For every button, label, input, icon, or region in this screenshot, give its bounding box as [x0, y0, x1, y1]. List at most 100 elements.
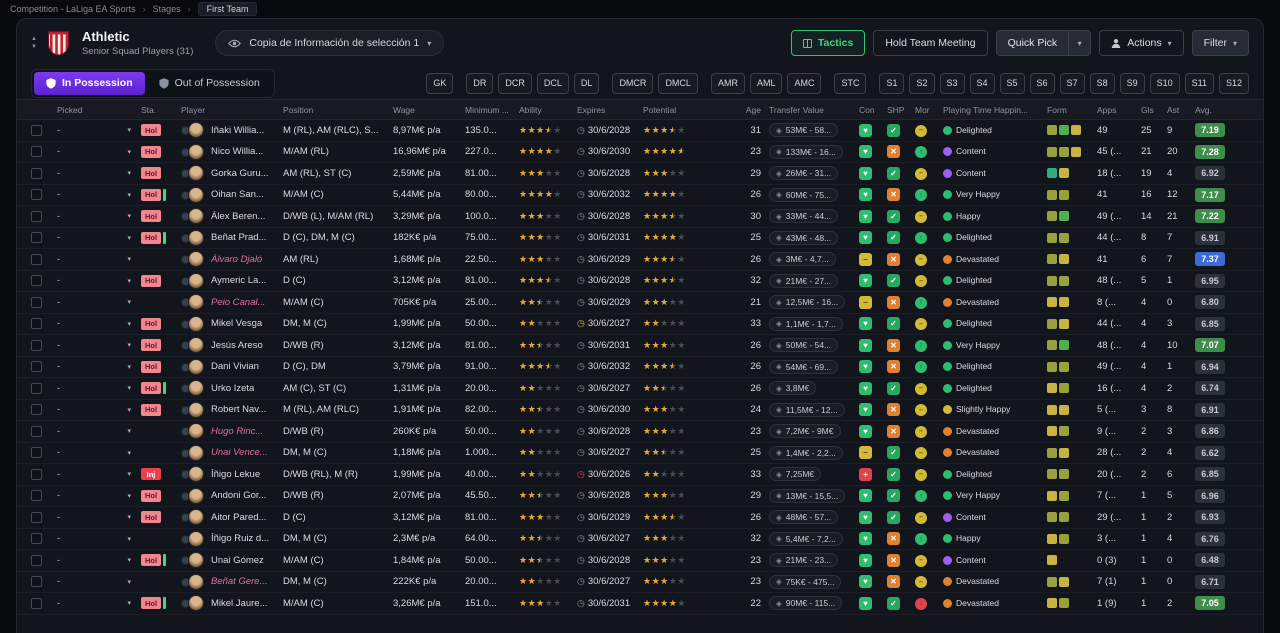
quick-pick-button[interactable]: Quick Pick [997, 31, 1069, 55]
filter-button[interactable]: Filter ▾ [1192, 30, 1249, 56]
position-filter-amr[interactable]: AMR [711, 73, 745, 94]
position-filter-s9[interactable]: S9 [1120, 73, 1145, 94]
row-checkbox[interactable] [31, 211, 42, 222]
player-name[interactable]: Álvaro Djaló [211, 254, 262, 265]
column-header-form[interactable]: Form [1047, 105, 1097, 115]
player-name[interactable]: Beñat Prad... [211, 232, 266, 243]
position-filter-amc[interactable]: AMC [787, 73, 821, 94]
column-header-wage[interactable]: Wage [393, 105, 465, 115]
picked-dropdown[interactable]: -▾ [57, 146, 141, 157]
player-name[interactable]: Andoni Gor... [211, 490, 266, 501]
table-row[interactable]: -▾HolDani VivianD (C), DM3,79M€ p/a91.00… [17, 357, 1263, 379]
column-header-potential[interactable]: Potential [643, 105, 705, 115]
position-filter-s10[interactable]: S10 [1150, 73, 1180, 94]
picked-dropdown[interactable]: -▾ [57, 576, 141, 587]
row-checkbox[interactable] [31, 469, 42, 480]
picked-dropdown[interactable]: -▾ [57, 232, 141, 243]
picked-dropdown[interactable]: -▾ [57, 469, 141, 480]
table-row[interactable]: -▾HolMikel VesgaDM, M (C)1,99M€ p/a50.00… [17, 314, 1263, 336]
table-row[interactable]: -▾HolNico Willia...M/AM (RL)16,96M€ p/a2… [17, 142, 1263, 164]
row-checkbox[interactable] [31, 125, 42, 136]
position-filter-aml[interactable]: AML [750, 73, 783, 94]
position-filter-s2[interactable]: S2 [909, 73, 934, 94]
row-checkbox[interactable] [31, 340, 42, 351]
table-row[interactable]: -▾HolAymeric La...D (C)3,12M€ p/a81.00..… [17, 271, 1263, 293]
picked-dropdown[interactable]: -▾ [57, 447, 141, 458]
table-row[interactable]: -▾HolÁlex Beren...D/WB (L), M/AM (RL)3,2… [17, 206, 1263, 228]
picked-dropdown[interactable]: -▾ [57, 404, 141, 415]
column-header-ability[interactable]: Ability [519, 105, 577, 115]
row-checkbox[interactable] [31, 576, 42, 587]
row-checkbox[interactable] [31, 383, 42, 394]
hold-team-meeting-button[interactable]: Hold Team Meeting [873, 30, 987, 56]
picked-dropdown[interactable]: -▾ [57, 490, 141, 501]
quick-pick-dropdown-toggle[interactable]: ▾ [1068, 31, 1090, 55]
picked-dropdown[interactable]: -▾ [57, 383, 141, 394]
picked-dropdown[interactable]: -▾ [57, 254, 141, 265]
row-checkbox[interactable] [31, 426, 42, 437]
player-name[interactable]: Hugo Rinc... [211, 426, 263, 437]
breadcrumb-item-stages[interactable]: Stages [153, 4, 181, 14]
position-filter-s8[interactable]: S8 [1090, 73, 1115, 94]
table-row[interactable]: -▾Unai Vence...DM, M (C)1,18M€ p/a1.000.… [17, 443, 1263, 465]
player-name[interactable]: Robert Nav... [211, 404, 266, 415]
table-row[interactable]: -▾HolIñaki Willia...M (RL), AM (RLC), S.… [17, 120, 1263, 142]
picked-dropdown[interactable]: -▾ [57, 211, 141, 222]
picked-dropdown[interactable]: -▾ [57, 512, 141, 523]
picked-dropdown[interactable]: -▾ [57, 426, 141, 437]
row-checkbox[interactable] [31, 254, 42, 265]
player-name[interactable]: Unai Vence... [211, 447, 268, 458]
table-row[interactable]: -▾Íñigo Ruiz d...DM, M (C)2,3M€ p/a64.00… [17, 529, 1263, 551]
row-checkbox[interactable] [31, 168, 42, 179]
player-name[interactable]: Mikel Jaure... [211, 598, 268, 609]
position-filter-s7[interactable]: S7 [1060, 73, 1085, 94]
view-selector-dropdown[interactable]: Copia de Información de selección 1 ▾ [215, 30, 444, 56]
position-filter-s4[interactable]: S4 [970, 73, 995, 94]
table-row[interactable]: -▾HolUrko IzetaAM (C), ST (C)1,31M€ p/a2… [17, 378, 1263, 400]
row-checkbox[interactable] [31, 447, 42, 458]
position-filter-dcl[interactable]: DCL [537, 73, 569, 94]
chevron-down-icon[interactable]: ▼ [31, 44, 37, 50]
row-checkbox[interactable] [31, 533, 42, 544]
column-header-con[interactable]: Con [859, 105, 887, 115]
player-name[interactable]: Unai Gómez [211, 555, 264, 566]
picked-dropdown[interactable]: -▾ [57, 297, 141, 308]
column-header-ast[interactable]: Ast [1167, 105, 1195, 115]
player-name[interactable]: Iñaki Willia... [211, 125, 264, 136]
player-name[interactable]: Beñat Gere... [211, 576, 268, 587]
table-row[interactable]: -▾HolJesús AresoD/WB (R)3,12M€ p/a81.00.… [17, 335, 1263, 357]
player-name[interactable]: Oihan San... [211, 189, 264, 200]
picked-dropdown[interactable]: -▾ [57, 318, 141, 329]
player-name[interactable]: Gorka Guru... [211, 168, 269, 179]
column-header-position[interactable]: Position [283, 105, 393, 115]
position-filter-s6[interactable]: S6 [1030, 73, 1055, 94]
table-row[interactable]: -▾Hugo Rinc...D/WB (R)260K€ p/a50.00...★… [17, 421, 1263, 443]
column-header-age[interactable]: Age [705, 105, 769, 115]
player-name[interactable]: Mikel Vesga [211, 318, 262, 329]
position-filter-dmcl[interactable]: DMCL [658, 73, 698, 94]
out-of-possession-tab[interactable]: Out of Possession [147, 72, 272, 95]
position-filter-stc[interactable]: STC [834, 73, 866, 94]
row-checkbox[interactable] [31, 232, 42, 243]
chevron-up-icon[interactable]: ▲ [31, 36, 37, 42]
column-header-playing-time-happin[interactable]: Playing Time Happin... [943, 105, 1047, 115]
table-row[interactable]: -▾Beñat Gere...DM, M (C)222K€ p/a20.00..… [17, 572, 1263, 594]
position-filter-dmcr[interactable]: DMCR [612, 73, 653, 94]
row-checkbox[interactable] [31, 189, 42, 200]
position-filter-s1[interactable]: S1 [879, 73, 904, 94]
breadcrumb-item-first-team[interactable]: First Team [198, 2, 258, 16]
row-checkbox[interactable] [31, 598, 42, 609]
column-header-mor[interactable]: Mor [915, 105, 943, 115]
breadcrumb-item-competition[interactable]: Competition - LaLiga EA Sports [10, 4, 136, 14]
tactics-button[interactable]: Tactics [791, 30, 865, 56]
player-name[interactable]: Urko Izeta [211, 383, 254, 394]
player-name[interactable]: Jesús Areso [211, 340, 263, 351]
picked-dropdown[interactable]: -▾ [57, 168, 141, 179]
position-filter-s11[interactable]: S11 [1185, 73, 1214, 94]
player-name[interactable]: Íñigo Lekue [211, 469, 260, 480]
column-header-minimum[interactable]: Minimum ... [465, 105, 519, 115]
table-row[interactable]: -▾HolRobert Nav...M (RL), AM (RLC)1,91M€… [17, 400, 1263, 422]
row-checkbox[interactable] [31, 275, 42, 286]
table-row[interactable]: -▾HolMikel Jaure...M/AM (C)3,26M€ p/a151… [17, 593, 1263, 615]
table-row[interactable]: -▾Álvaro DjalóAM (RL)1,68M€ p/a22.50...★… [17, 249, 1263, 271]
